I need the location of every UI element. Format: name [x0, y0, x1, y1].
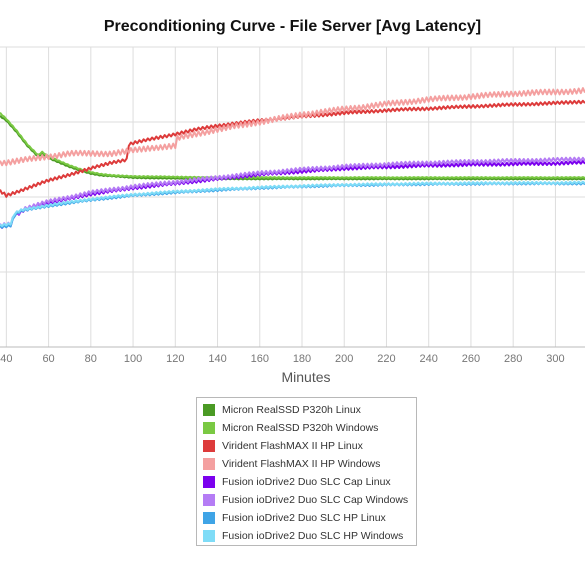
series-lines: [0, 87, 585, 229]
legend-swatch: [203, 512, 215, 524]
legend-label: Virident FlashMAX II HP Windows: [222, 458, 381, 470]
chart-title: Preconditioning Curve - File Server [Avg…: [103, 18, 482, 35]
legend: Micron RealSSD P320h Linux Micron RealSSD…: [196, 397, 417, 546]
legend-swatch: [203, 476, 215, 488]
legend-swatch: [203, 440, 215, 452]
legend-item: Fusion ioDrive2 Duo SLC HP Linux: [203, 509, 416, 527]
x-tick-label: 300: [546, 353, 564, 365]
grid-lines: [0, 46, 585, 348]
x-tick-label: 240: [420, 353, 438, 365]
series-line-7: [0, 180, 585, 228]
series-line-3: [0, 87, 585, 167]
x-tick-label: 180: [293, 353, 311, 365]
x-tick-label: 40: [0, 353, 12, 365]
legend-label: Virident FlashMAX II HP Linux: [222, 440, 363, 452]
legend-swatch: [203, 530, 215, 542]
legend-label: Fusion ioDrive2 Duo SLC HP Windows: [222, 530, 404, 542]
legend-item: Fusion ioDrive2 Duo SLC HP Windows: [203, 527, 416, 545]
x-tick-label: 280: [504, 353, 522, 365]
x-tick-label: 220: [377, 353, 395, 365]
x-tick-label: 260: [462, 353, 480, 365]
legend-item: Virident FlashMAX II HP Windows: [203, 455, 416, 473]
series-line-4: [0, 160, 585, 229]
legend-swatch: [203, 404, 215, 416]
series-line-1: [0, 111, 585, 179]
x-tick-label: 60: [42, 353, 54, 365]
series-line-6: [0, 181, 585, 229]
x-tick-label: 140: [208, 353, 226, 365]
legend-label: Micron RealSSD P320h Windows: [222, 422, 379, 434]
legend-item: Micron RealSSD P320h Linux: [203, 401, 416, 419]
legend-swatch: [203, 494, 215, 506]
legend-label: Micron RealSSD P320h Linux: [222, 404, 361, 416]
legend-item: Fusion ioDrive2 Duo SLC Cap Windows: [203, 491, 416, 509]
legend-swatch: [203, 422, 215, 434]
x-axis-label: Minutes: [281, 369, 331, 385]
x-tick-label: 120: [166, 353, 184, 365]
legend-item: Virident FlashMAX II HP Linux: [203, 437, 416, 455]
legend-label: Fusion ioDrive2 Duo SLC Cap Windows: [222, 494, 409, 506]
legend-swatch: [203, 458, 215, 470]
legend-label: Fusion ioDrive2 Duo SLC HP Linux: [222, 512, 386, 524]
x-tick-label: 200: [335, 353, 353, 365]
legend-item: Micron RealSSD P320h Windows: [203, 419, 416, 437]
legend-item: Fusion ioDrive2 Duo SLC Cap Linux: [203, 473, 416, 491]
legend-label: Fusion ioDrive2 Duo SLC Cap Linux: [222, 476, 391, 488]
x-tick-labels: 40 60 80 100 120 140 160 180 200 220 240 260 280 300: [0, 353, 564, 365]
series-line-5: [0, 156, 585, 228]
series-line-0: [0, 115, 585, 181]
x-tick-label: 80: [85, 353, 97, 365]
x-tick-label: 160: [251, 353, 269, 365]
x-tick-label: 100: [124, 353, 142, 365]
